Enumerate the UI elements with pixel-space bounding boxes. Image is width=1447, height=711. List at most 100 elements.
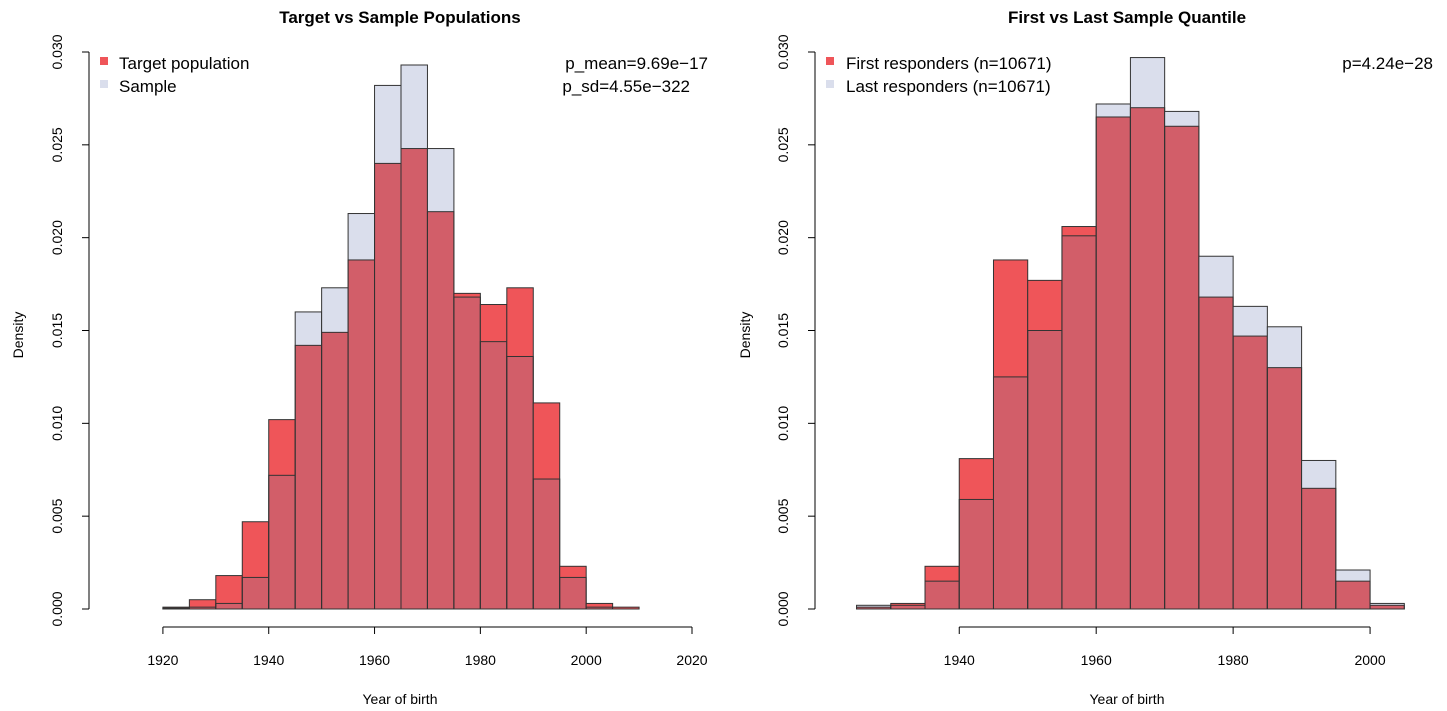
legend-swatch-first <box>826 57 834 65</box>
bar-overlap <box>1335 581 1371 609</box>
legend-label-last: Last responders (n=10671) <box>846 77 1051 96</box>
y-tick-label: 0.020 <box>775 220 791 255</box>
bar-excess-series-1 <box>1267 326 1302 368</box>
y-tick-label: 0.010 <box>49 406 65 441</box>
bar-excess-series-0 <box>215 575 243 604</box>
bar-overlap <box>890 605 926 609</box>
bar-excess-series-1 <box>1130 57 1165 108</box>
left-bars <box>162 64 640 610</box>
y-tick-label: 0.000 <box>775 591 791 626</box>
bar-excess-series-0 <box>559 566 587 578</box>
bar-excess-series-1 <box>295 311 322 346</box>
annotation-p-sd: p_sd=4.55e−322 <box>562 77 690 96</box>
bar-excess-series-1 <box>401 64 428 149</box>
right-x-axis-label: Year of birth <box>1090 691 1165 707</box>
y-tick-label: 0.020 <box>49 220 65 255</box>
y-tick-label: 0.010 <box>775 406 791 441</box>
bar-overlap <box>268 475 296 609</box>
bar-excess-series-0 <box>925 566 960 582</box>
bar-excess-series-1 <box>1233 306 1268 337</box>
y-tick-label: 0.030 <box>775 34 791 69</box>
bar-overlap <box>1301 488 1336 609</box>
legend-label-first: First responders (n=10671) <box>846 54 1052 73</box>
legend-swatch-last <box>826 80 834 88</box>
bar-excess-series-0 <box>959 458 994 500</box>
annotation-p-mean: p_mean=9.69e−17 <box>565 54 708 73</box>
bar-excess-series-0 <box>612 607 640 609</box>
bar-excess-series-0 <box>1027 280 1062 331</box>
bar-excess-series-1 <box>1335 570 1371 582</box>
bar-overlap <box>295 345 322 609</box>
bar-excess-series-0 <box>480 304 507 342</box>
bar-overlap <box>925 581 960 609</box>
bar-overlap <box>427 211 454 609</box>
bar-outline-series-1 <box>1301 459 1337 610</box>
bar-overlap <box>242 577 269 609</box>
right-bars <box>856 57 1405 610</box>
bar-excess-series-0 <box>242 521 269 578</box>
y-tick-label: 0.000 <box>49 591 65 626</box>
bar-excess-series-0 <box>993 259 1028 377</box>
bar-excess-series-1 <box>1370 603 1405 606</box>
bar-outline-series-1 <box>1335 569 1371 610</box>
x-tick-label: 1960 <box>1081 652 1112 668</box>
legend-label-target: Target population <box>119 54 249 73</box>
bar-overlap <box>189 607 216 609</box>
left-panel: Target vs Sample Populations Year of bir… <box>10 8 708 707</box>
legend-swatch-sample <box>100 80 108 88</box>
y-tick-label: 0.005 <box>775 498 791 533</box>
y-tick-label: 0.025 <box>49 127 65 162</box>
bar-outline-series-1 <box>1369 602 1405 610</box>
x-tick-label: 1960 <box>359 652 390 668</box>
bar-excess-series-0 <box>586 603 613 608</box>
bar-overlap <box>586 607 613 609</box>
bar-overlap <box>1370 605 1405 609</box>
left-legend: Target population Sample <box>100 54 249 96</box>
y-tick-label: 0.015 <box>775 313 791 348</box>
bar-outline-series-1 <box>532 478 561 610</box>
bar-excess-series-1 <box>1096 103 1131 117</box>
bar-overlap <box>1096 116 1131 609</box>
bar-excess-series-0 <box>1061 226 1097 236</box>
bar-excess-series-1 <box>1164 111 1199 127</box>
bar-excess-series-1 <box>856 605 891 608</box>
x-tick-label: 2000 <box>571 652 602 668</box>
bar-overlap <box>533 479 560 609</box>
x-tick-label: 1940 <box>944 652 975 668</box>
bar-outline-series-1 <box>559 576 587 610</box>
bar-overlap <box>1198 297 1234 609</box>
bar-excess-series-1 <box>1198 256 1234 298</box>
bar-overlap <box>856 607 891 609</box>
left-axes: 1920 1940 1960 1980 2000 2020 0.000 0.005 0.010 0… <box>49 34 708 668</box>
annotation-p: p=4.24e−28 <box>1342 54 1433 73</box>
x-tick-label: 1980 <box>465 652 496 668</box>
bar-overlap <box>1027 330 1062 609</box>
bar-overlap <box>401 148 428 609</box>
bar-overlap <box>321 332 349 609</box>
y-tick-label: 0.015 <box>49 313 65 348</box>
x-tick-label: 2020 <box>676 652 707 668</box>
left-chart-title: Target vs Sample Populations <box>279 8 521 27</box>
bar-overlap <box>348 259 375 609</box>
bar-excess-series-0 <box>453 293 481 298</box>
bar-outline-series-1 <box>162 607 190 610</box>
bar-excess-series-1 <box>427 148 454 212</box>
right-panel: First vs Last Sample Quantile Year of bi… <box>737 8 1433 707</box>
right-y-axis-label: Density <box>737 312 753 359</box>
bar-excess-series-0 <box>890 603 926 606</box>
bar-excess-series-0 <box>533 402 560 480</box>
left-y-axis-label: Density <box>10 312 26 359</box>
x-tick-label: 1920 <box>147 652 178 668</box>
bar-excess-series-1 <box>1301 460 1336 489</box>
y-tick-label: 0.025 <box>775 127 791 162</box>
right-chart-title: First vs Last Sample Quantile <box>1008 8 1246 27</box>
bar-overlap <box>1061 235 1097 609</box>
legend-swatch-target <box>100 57 108 65</box>
bar-overlap <box>453 297 481 609</box>
left-x-axis-label: Year of birth <box>363 691 438 707</box>
bar-excess-series-1 <box>374 85 401 164</box>
y-tick-label: 0.030 <box>49 34 65 69</box>
bar-overlap <box>559 577 587 609</box>
bar-overlap <box>506 356 534 609</box>
